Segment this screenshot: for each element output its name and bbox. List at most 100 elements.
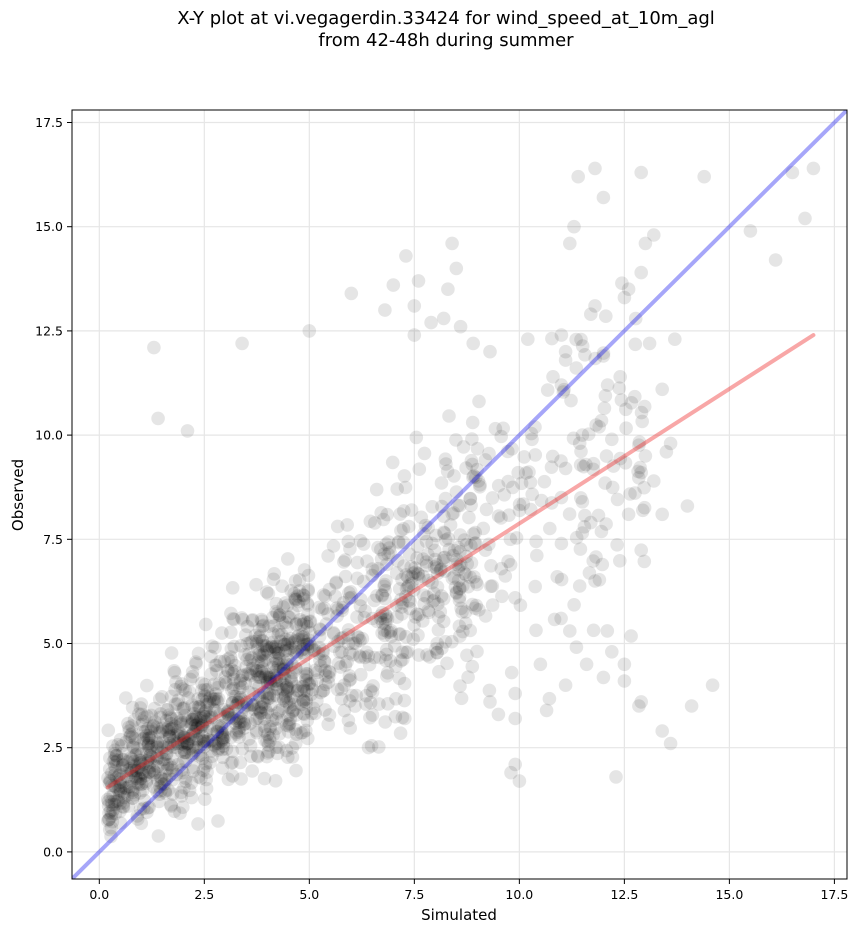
data-point xyxy=(381,535,396,549)
data-point xyxy=(138,768,153,783)
data-point xyxy=(393,507,408,521)
data-point xyxy=(798,211,812,226)
data-point xyxy=(255,614,269,629)
data-point xyxy=(231,695,245,710)
data-point xyxy=(280,684,295,699)
data-point xyxy=(272,646,286,661)
data-point xyxy=(232,693,246,707)
data-point xyxy=(178,774,193,789)
data-point xyxy=(504,765,518,780)
data-point xyxy=(300,638,315,652)
data-point xyxy=(268,674,282,688)
data-point xyxy=(508,711,522,726)
data-point xyxy=(594,413,609,428)
data-point xyxy=(295,645,310,660)
data-point xyxy=(168,697,183,711)
y-tick-label: 17.5 xyxy=(35,115,63,130)
data-point xyxy=(245,698,260,712)
data-point xyxy=(289,727,304,741)
data-point xyxy=(215,626,229,640)
data-point xyxy=(218,710,232,724)
data-point xyxy=(247,702,262,717)
data-point xyxy=(191,646,206,661)
data-point xyxy=(301,619,315,634)
data-point xyxy=(215,731,230,746)
data-point xyxy=(402,519,416,534)
data-point xyxy=(189,657,203,671)
data-point xyxy=(170,697,185,711)
data-point xyxy=(397,693,412,708)
data-point xyxy=(300,667,315,681)
data-point xyxy=(286,690,301,704)
data-point xyxy=(262,619,276,633)
data-point xyxy=(189,710,204,725)
data-point xyxy=(300,674,314,688)
data-point xyxy=(599,449,614,463)
data-point xyxy=(243,653,257,668)
data-point xyxy=(457,566,472,580)
data-point xyxy=(459,567,473,582)
data-point xyxy=(232,721,247,735)
data-point xyxy=(296,694,311,708)
data-point xyxy=(197,733,211,748)
data-point xyxy=(456,440,471,454)
data-point xyxy=(338,569,353,584)
data-point xyxy=(276,666,290,681)
data-point xyxy=(284,670,298,684)
data-point xyxy=(260,675,275,690)
data-point xyxy=(262,669,277,684)
data-point xyxy=(211,736,225,751)
data-point xyxy=(322,582,337,597)
data-point xyxy=(141,752,156,766)
data-point xyxy=(243,738,258,753)
data-point xyxy=(743,224,758,238)
data-point xyxy=(265,635,280,650)
data-point xyxy=(195,751,210,766)
data-point xyxy=(218,675,232,689)
data-point xyxy=(338,553,353,567)
data-point xyxy=(425,536,439,551)
grid-lines xyxy=(72,110,847,879)
data-point xyxy=(632,471,646,485)
data-point xyxy=(105,778,119,793)
data-point xyxy=(296,592,311,606)
data-point xyxy=(186,764,201,778)
data-point xyxy=(410,607,424,621)
data-point xyxy=(228,658,242,673)
data-point xyxy=(624,629,638,643)
data-point xyxy=(145,721,159,736)
data-point xyxy=(221,704,235,719)
data-point xyxy=(260,642,274,657)
data-point xyxy=(183,729,198,743)
data-point xyxy=(524,426,539,441)
data-point xyxy=(277,661,291,676)
data-point xyxy=(350,571,365,586)
data-point xyxy=(251,655,265,669)
data-point xyxy=(156,777,170,792)
data-point xyxy=(152,692,167,706)
data-point xyxy=(288,593,303,607)
data-point xyxy=(533,657,548,672)
data-point xyxy=(128,769,143,784)
data-point xyxy=(458,605,473,619)
data-point xyxy=(554,536,569,551)
data-point xyxy=(424,315,438,330)
data-point xyxy=(107,752,122,767)
data-point xyxy=(163,722,177,737)
data-point xyxy=(222,710,236,725)
data-point xyxy=(264,698,278,712)
y-tick-label: 10.0 xyxy=(35,428,63,443)
data-point xyxy=(452,590,467,604)
data-point xyxy=(545,331,559,346)
data-point xyxy=(356,537,371,551)
data-point xyxy=(412,648,426,662)
data-point xyxy=(213,654,227,669)
data-point xyxy=(208,692,222,706)
data-point xyxy=(269,670,284,684)
data-point xyxy=(343,542,357,556)
data-point xyxy=(133,754,148,768)
data-point xyxy=(459,549,473,564)
data-point xyxy=(437,509,451,523)
data-point xyxy=(367,593,382,608)
data-point xyxy=(168,682,182,697)
